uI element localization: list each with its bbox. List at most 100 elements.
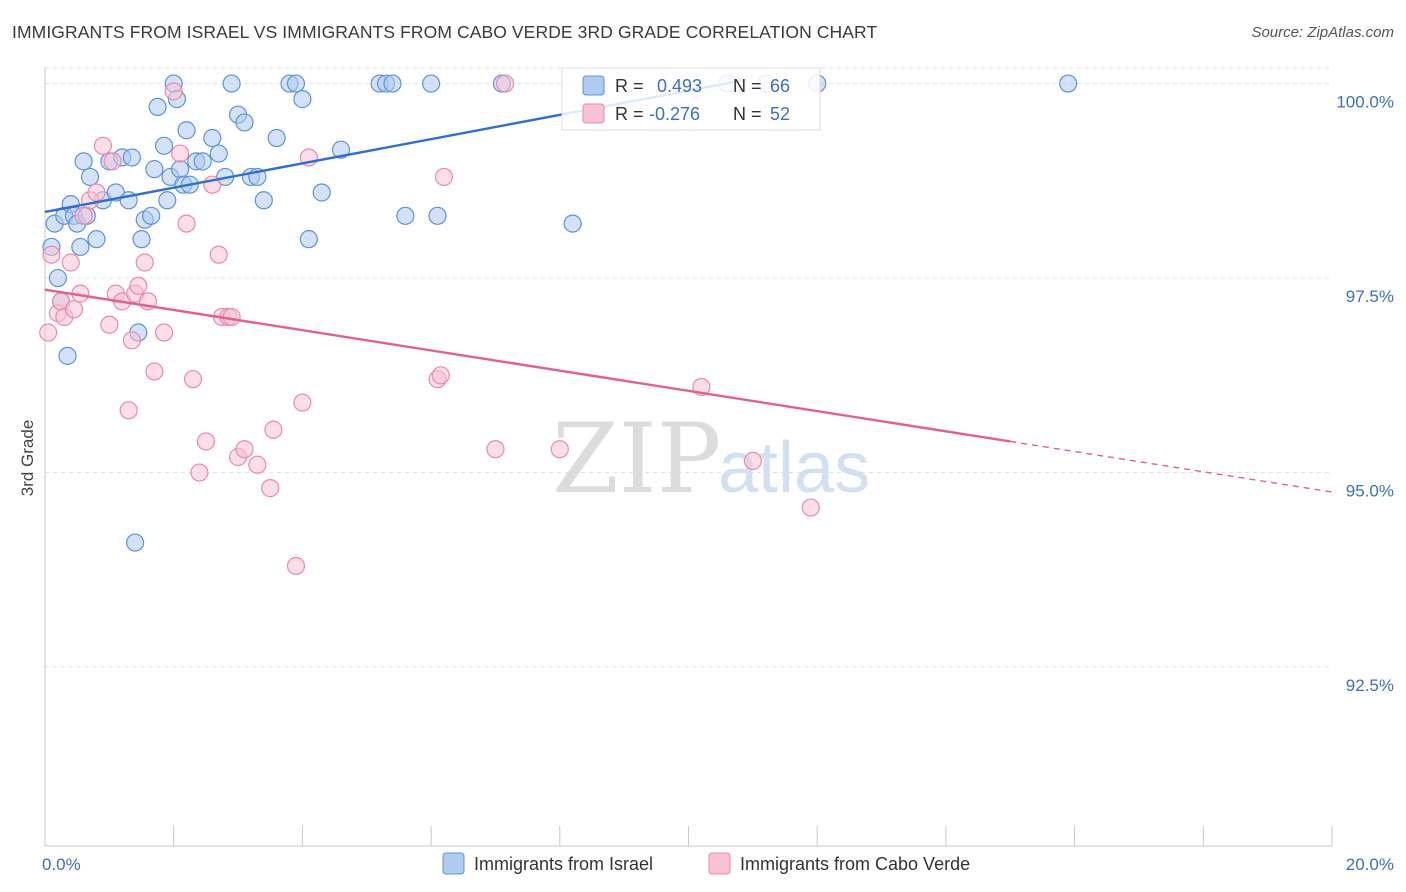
y-axis-title: 3rd Grade xyxy=(18,420,37,497)
watermark: ZIP atlas xyxy=(552,403,870,515)
y-tick-label: 100.0% xyxy=(1336,93,1394,112)
cabo-point xyxy=(486,440,505,459)
israel-point xyxy=(293,90,312,109)
stats-n-label-israel: N = xyxy=(733,76,762,96)
cabo-point xyxy=(496,74,515,93)
legend-swatch-cabo xyxy=(708,852,731,875)
cabo-point xyxy=(801,498,820,517)
cabo-point xyxy=(293,393,312,412)
israel-point xyxy=(154,136,174,155)
stats-n-label-cabo: N = xyxy=(733,104,762,124)
cabo-point xyxy=(93,136,113,155)
legend: Immigrants from Israel Immigrants from C… xyxy=(442,852,970,875)
israel-point xyxy=(87,230,106,249)
israel-point xyxy=(132,230,151,249)
israel-point xyxy=(1059,74,1078,93)
cabo-point xyxy=(74,206,93,225)
stats-box: R = 0.493 N = 66 R = -0.276 N = 52 xyxy=(561,67,821,131)
israel-point xyxy=(125,533,145,552)
israel-point xyxy=(177,121,196,140)
israel-point xyxy=(254,191,273,210)
cabo-point xyxy=(264,420,283,439)
cabo-point xyxy=(145,362,164,381)
legend-label-cabo: Immigrants from Cabo Verde xyxy=(740,854,970,874)
israel-point xyxy=(203,128,222,148)
cabo-point xyxy=(434,167,454,187)
stats-r-value-cabo: -0.276 xyxy=(649,104,700,124)
cabo-point xyxy=(154,323,174,342)
israel-point xyxy=(80,167,100,187)
cabo-point xyxy=(87,183,106,202)
israel-point xyxy=(209,144,228,163)
israel-point xyxy=(171,160,190,179)
israel-point xyxy=(331,140,351,159)
israel-point xyxy=(193,152,212,171)
cabo-point xyxy=(42,245,61,264)
israel-point xyxy=(142,206,161,225)
cabo-point xyxy=(119,401,138,420)
cabo-point xyxy=(100,315,119,334)
israel-point xyxy=(122,148,141,167)
stats-box-frame xyxy=(561,67,821,131)
x-tick-label-max: 20.0% xyxy=(1346,855,1394,874)
cabo-point xyxy=(261,479,280,498)
cabo-point xyxy=(235,440,254,459)
israel-point xyxy=(74,152,93,171)
y-tick-label: 95.0% xyxy=(1346,482,1394,501)
israel-point xyxy=(48,268,67,288)
israel-point xyxy=(428,206,447,225)
israel-point xyxy=(312,183,331,202)
cabo-point xyxy=(209,245,228,264)
cabo-point xyxy=(64,300,84,319)
stats-n-value-cabo: 52 xyxy=(770,104,790,124)
chart-title: IMMIGRANTS FROM ISRAEL VS IMMIGRANTS FRO… xyxy=(12,22,878,42)
cabo-point xyxy=(122,331,141,350)
cabo-point xyxy=(39,323,58,342)
legend-swatch-israel xyxy=(442,852,465,875)
stats-swatch-israel xyxy=(582,75,605,96)
israel-point xyxy=(222,74,241,93)
watermark-atlas: atlas xyxy=(718,428,870,508)
stats-n-value-israel: 66 xyxy=(770,76,790,96)
cabo-point xyxy=(183,370,203,389)
y-tick-labels: 92.5% 95.0% 97.5% 100.0% xyxy=(1336,93,1394,696)
stats-r-label-israel: R = xyxy=(615,76,644,96)
israel-point xyxy=(383,74,402,93)
cabo-point xyxy=(431,366,450,385)
x-tick-label-min: 0.0% xyxy=(42,855,81,874)
israel-point xyxy=(422,74,441,93)
chart-source: Source: ZipAtlas.com xyxy=(1251,24,1394,41)
stats-r-label-cabo: R = xyxy=(615,104,644,124)
israel-point xyxy=(145,160,164,179)
cabo-point xyxy=(61,253,80,272)
israel-point xyxy=(563,214,582,233)
watermark-zip: ZIP xyxy=(552,403,721,515)
stats-swatch-cabo xyxy=(582,103,605,124)
israel-point xyxy=(158,191,177,210)
stats-r-value-israel: 0.493 xyxy=(657,76,702,96)
israel-point xyxy=(71,237,90,257)
cabo-point xyxy=(129,276,148,295)
cabo-point xyxy=(135,253,154,272)
cabo-point xyxy=(248,455,267,474)
cabo-trend-extension xyxy=(1010,440,1333,493)
israel-point xyxy=(299,230,318,249)
israel-point xyxy=(58,346,77,365)
israel-point xyxy=(286,74,306,93)
y-tick-label: 97.5% xyxy=(1346,287,1394,306)
cabo-point xyxy=(177,214,196,233)
israel-point xyxy=(148,97,167,117)
y-tick-label: 92.5% xyxy=(1346,676,1394,695)
cabo-point xyxy=(743,451,762,470)
israel-point xyxy=(267,128,286,148)
cabo-point xyxy=(286,556,306,576)
grid-lines xyxy=(45,67,1332,668)
cabo-point xyxy=(171,144,190,163)
cabo-point xyxy=(190,463,209,482)
israel-point xyxy=(396,206,415,225)
cabo-trend-line xyxy=(44,288,1011,443)
legend-label-israel: Immigrants from Israel xyxy=(474,854,653,874)
israel-point xyxy=(235,113,254,132)
cabo-point xyxy=(196,432,215,451)
